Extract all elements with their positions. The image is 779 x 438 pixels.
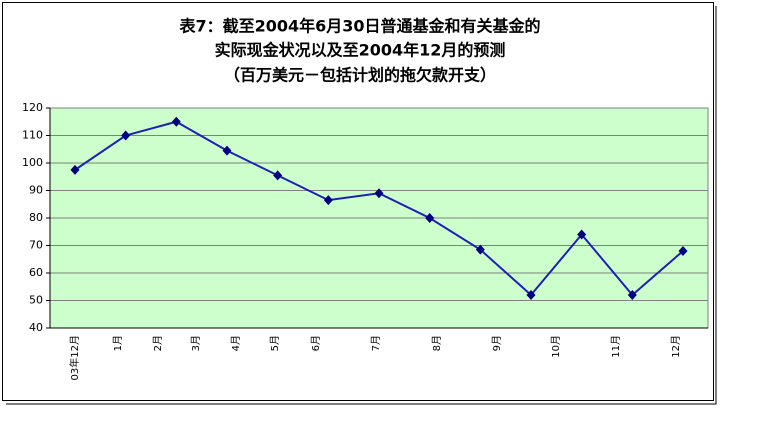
- chart-title: 表7：截至2004年6月30日普通基金和有关基金的: [178, 17, 540, 36]
- y-tick-label: 110: [22, 129, 43, 142]
- data-point: [475, 244, 485, 255]
- x-tick-label: 11月: [610, 335, 622, 358]
- y-tick-label: 80: [29, 211, 43, 224]
- data-point: [526, 290, 536, 300]
- data-point: [222, 145, 232, 156]
- chart-title: 实际现金状况以及至2004年12月的预测: [215, 41, 506, 60]
- data-point: [627, 290, 637, 300]
- y-tick-label: 40: [29, 321, 43, 334]
- x-tick-label: 1月: [112, 335, 124, 351]
- x-tick-label: 9月: [491, 335, 503, 351]
- x-tick-label: 10月: [550, 335, 562, 358]
- x-tick-label: 3月: [190, 335, 202, 351]
- data-point: [273, 170, 283, 181]
- x-tick-label: 12月: [670, 335, 682, 358]
- data-point: [577, 229, 587, 240]
- y-tick-label: 60: [29, 266, 43, 279]
- y-tick-label: 50: [29, 294, 43, 307]
- chart-title: （百万美元－包括计划的拖欠款开支）: [224, 66, 496, 85]
- y-tick-label: 90: [29, 184, 43, 197]
- y-tick-label: 120: [22, 101, 43, 114]
- data-point: [323, 195, 333, 206]
- x-tick-label: 7月: [370, 335, 382, 351]
- x-tick-label: 6月: [310, 335, 322, 351]
- x-tick-label: 03年12月: [68, 335, 81, 380]
- x-tick-label: 8月: [431, 335, 443, 351]
- data-point: [70, 164, 80, 175]
- x-tick-label: 4月: [230, 335, 242, 351]
- data-point: [678, 246, 688, 256]
- x-tick-label: 2月: [152, 335, 164, 351]
- data-point: [121, 130, 131, 141]
- y-tick-label: 100: [22, 156, 43, 169]
- frame-shadow: [6, 6, 717, 405]
- x-tick-label: 5月: [269, 335, 281, 351]
- data-point: [171, 116, 181, 127]
- data-point: [374, 188, 384, 199]
- y-tick-label: 70: [29, 239, 43, 252]
- data-point: [425, 213, 435, 223]
